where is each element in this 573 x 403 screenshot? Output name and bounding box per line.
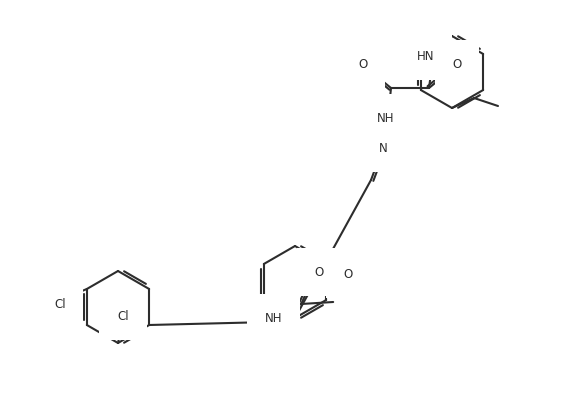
Text: NH: NH	[377, 112, 395, 125]
Text: O: O	[452, 58, 462, 71]
Text: HN: HN	[417, 50, 434, 62]
Text: Cl: Cl	[117, 310, 129, 322]
Text: O: O	[344, 268, 353, 280]
Text: N: N	[379, 141, 387, 154]
Text: Cl: Cl	[54, 297, 66, 310]
Text: O: O	[315, 266, 324, 278]
Text: NH: NH	[264, 312, 282, 324]
Text: O: O	[358, 58, 368, 71]
